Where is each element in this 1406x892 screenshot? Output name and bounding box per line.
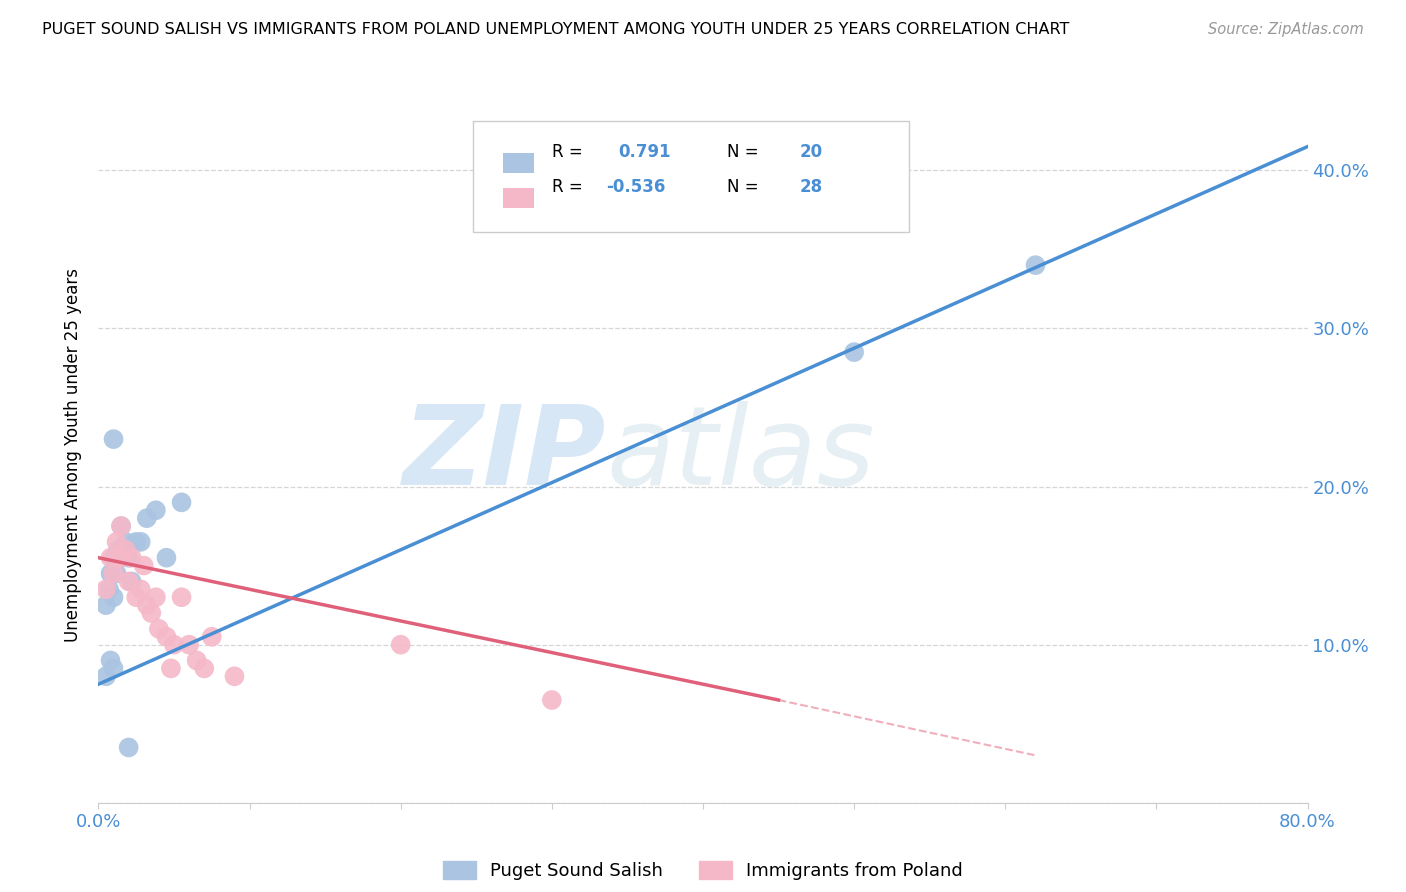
Point (110, 519, 132, 533)
FancyBboxPatch shape (474, 121, 908, 232)
Point (170, 591, 193, 605)
Point (132, 558, 155, 573)
Point (540, 693, 562, 707)
Point (94, 669, 117, 683)
Point (114, 534, 136, 549)
Point (103, 550, 125, 565)
Point (105, 534, 128, 549)
Y-axis label: Unemployment Among Youth under 25 years: Unemployment Among Youth under 25 years (65, 268, 83, 642)
Point (141, 606, 163, 620)
Point (135, 598, 157, 612)
Point (103, 591, 125, 605)
Text: 28: 28 (800, 178, 823, 196)
Point (110, 550, 132, 565)
Point (103, 566, 125, 581)
Point (145, 503, 167, 517)
Point (121, 550, 143, 565)
Point (224, 669, 246, 683)
Point (129, 534, 152, 549)
Point (135, 511, 157, 525)
Point (148, 622, 170, 636)
Text: 0.791: 0.791 (619, 144, 671, 161)
Text: 20: 20 (800, 144, 823, 161)
Text: R =: R = (553, 178, 582, 196)
Point (163, 638, 186, 652)
Point (114, 542, 136, 557)
Point (103, 661, 125, 675)
Point (100, 653, 122, 667)
Point (844, 345, 866, 359)
Text: N =: N = (727, 144, 759, 161)
Point (107, 542, 129, 557)
Text: -0.536: -0.536 (606, 178, 665, 196)
Point (105, 566, 128, 581)
Point (125, 591, 148, 605)
Point (107, 550, 129, 565)
Point (110, 519, 132, 533)
Point (118, 574, 141, 589)
Point (125, 534, 148, 549)
Point (155, 550, 177, 565)
Point (121, 574, 143, 589)
Text: R =: R = (553, 144, 582, 161)
Point (1024, 258, 1046, 272)
Point (170, 495, 193, 509)
Point (186, 653, 208, 667)
Point (155, 630, 177, 644)
FancyBboxPatch shape (503, 187, 534, 208)
Text: Source: ZipAtlas.com: Source: ZipAtlas.com (1208, 22, 1364, 37)
Point (100, 566, 122, 581)
Point (94, 598, 117, 612)
Point (100, 550, 122, 565)
Point (110, 550, 132, 565)
Point (389, 638, 412, 652)
Point (98, 582, 121, 597)
Point (201, 630, 224, 644)
FancyBboxPatch shape (503, 153, 534, 173)
Point (160, 661, 183, 675)
Point (118, 740, 141, 755)
Text: N =: N = (727, 178, 759, 196)
Point (193, 661, 215, 675)
Point (145, 591, 167, 605)
Text: atlas: atlas (606, 401, 875, 508)
Point (179, 638, 201, 652)
Legend: Puget Sound Salish, Immigrants from Poland: Puget Sound Salish, Immigrants from Pola… (443, 861, 963, 880)
Point (103, 432, 125, 446)
Point (94, 582, 117, 597)
Point (129, 582, 152, 597)
Text: PUGET SOUND SALISH VS IMMIGRANTS FROM POLAND UNEMPLOYMENT AMONG YOUTH UNDER 25 Y: PUGET SOUND SALISH VS IMMIGRANTS FROM PO… (42, 22, 1070, 37)
Point (118, 550, 141, 565)
Text: ZIP: ZIP (402, 401, 606, 508)
